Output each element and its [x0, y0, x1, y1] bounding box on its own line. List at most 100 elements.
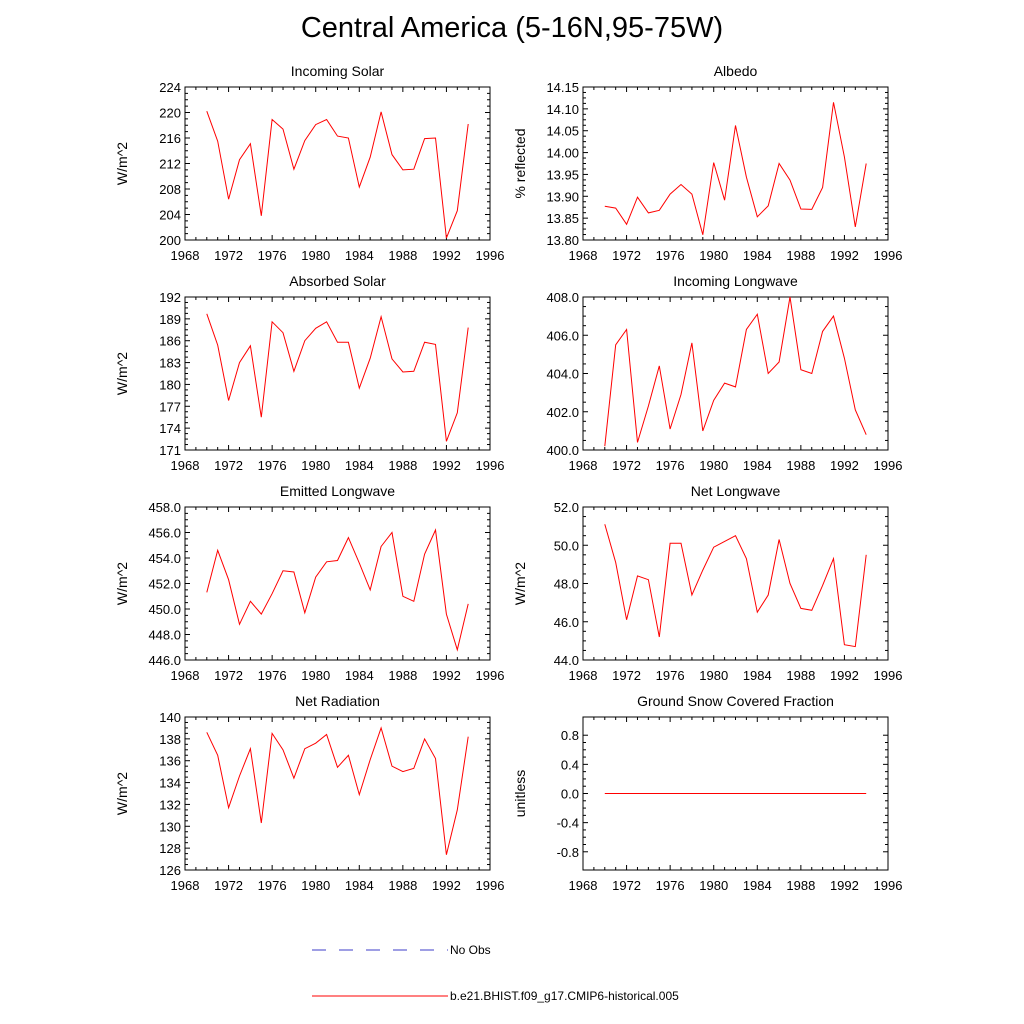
x-tick-label: 1992	[432, 248, 461, 263]
x-tick-label: 1980	[301, 248, 330, 263]
x-tick-label: 1980	[699, 878, 728, 893]
y-tick-label: 404.0	[546, 367, 579, 382]
y-tick-label: 183	[159, 356, 181, 371]
x-tick-label: 1988	[786, 248, 815, 263]
y-tick-label: 458.0	[148, 500, 181, 515]
x-tick-label: 1968	[171, 878, 200, 893]
panel-absorbed-solar: Absorbed Solar W/m^2 1968 1972 1976 1980 1984 1…	[114, 273, 504, 473]
x-tick-label: 1980	[301, 668, 330, 683]
y-tick-label: -0.4	[557, 816, 579, 831]
x-tick-label: 1980	[699, 248, 728, 263]
panel-title: Absorbed Solar	[289, 273, 386, 289]
panel-title: Incoming Longwave	[673, 273, 798, 289]
x-tick-label: 1976	[656, 248, 685, 263]
y-tick-label: 408.0	[546, 290, 579, 305]
y-tick-label: 180	[159, 377, 181, 392]
y-tick-label: 450.0	[148, 602, 181, 617]
plot-frame	[184, 506, 491, 661]
y-tick-label: 0.8	[561, 728, 579, 743]
series-line-model	[604, 296, 867, 447]
y-tick-label: 138	[159, 732, 181, 747]
panel-incoming-longwave: Incoming Longwave 1968 1972 1976 1980 1984 198…	[546, 273, 902, 473]
panel-title: Net Longwave	[691, 483, 781, 499]
x-tick-label: 1996	[874, 878, 903, 893]
x-tick-label: 1984	[345, 248, 374, 263]
y-tick-label: 400.0	[546, 443, 579, 458]
x-tick-label: 1996	[476, 878, 505, 893]
x-tick-label: 1996	[874, 668, 903, 683]
panel-title: Albedo	[714, 63, 758, 79]
y-tick-label: 50.0	[554, 538, 579, 553]
x-tick-label: 1972	[612, 248, 641, 263]
series-line-model	[604, 102, 867, 235]
y-tick-label: 13.95	[546, 167, 579, 182]
y-tick-label: 13.85	[546, 211, 579, 226]
panel-albedo: Albedo % reflected 1968 1972 1976 1980 1984 198…	[512, 63, 902, 263]
panel-ground-snow-covered-fraction: Ground Snow Covered Fraction unitless 1968…	[512, 693, 902, 893]
series-line-model	[206, 313, 469, 442]
x-tick-label: 1984	[345, 878, 374, 893]
x-tick-label: 1988	[786, 878, 815, 893]
y-tick-label: 44.0	[554, 653, 579, 668]
x-tick-label: 1968	[569, 248, 598, 263]
y-tick-label: 402.0	[546, 405, 579, 420]
y-tick-label: 200	[159, 233, 181, 248]
x-tick-label: 1976	[656, 458, 685, 473]
y-tick-label: 0.4	[561, 757, 579, 772]
y-tick-label: 132	[159, 797, 181, 812]
y-tick-label: 204	[159, 208, 181, 223]
y-axis-label: W/m^2	[114, 562, 130, 605]
x-tick-label: 1988	[786, 668, 815, 683]
x-tick-label: 1984	[743, 248, 772, 263]
y-tick-label: 52.0	[554, 500, 579, 515]
x-tick-label: 1968	[569, 878, 598, 893]
legend-model-label: b.e21.BHIST.f09_g17.CMIP6-historical.005	[450, 989, 679, 1003]
y-tick-label: 14.00	[546, 146, 579, 161]
legend: No Obs b.e21.BHIST.f09_g17.CMIP6-histori…	[312, 943, 679, 1003]
x-tick-label: 1996	[874, 458, 903, 473]
x-tick-label: 1968	[171, 668, 200, 683]
y-tick-label: 128	[159, 841, 181, 856]
y-tick-label: 216	[159, 131, 181, 146]
y-tick-label: 452.0	[148, 577, 181, 592]
y-tick-label: 14.15	[546, 80, 579, 95]
y-tick-label: 212	[159, 157, 181, 172]
x-tick-label: 1976	[656, 668, 685, 683]
x-tick-label: 1988	[388, 248, 417, 263]
y-axis-label: unitless	[512, 770, 528, 817]
x-tick-label: 1992	[432, 458, 461, 473]
x-tick-label: 1972	[612, 878, 641, 893]
y-tick-label: 224	[159, 80, 181, 95]
x-tick-label: 1988	[388, 458, 417, 473]
y-tick-label: 13.90	[546, 189, 579, 204]
x-tick-label: 1992	[432, 878, 461, 893]
x-tick-label: 1992	[830, 878, 859, 893]
x-tick-label: 1980	[699, 668, 728, 683]
y-tick-label: 46.0	[554, 615, 579, 630]
x-tick-label: 1972	[214, 458, 243, 473]
x-tick-label: 1972	[214, 878, 243, 893]
legend-obs-label: No Obs	[450, 943, 491, 957]
y-tick-label: 208	[159, 182, 181, 197]
x-tick-label: 1992	[432, 668, 461, 683]
y-tick-label: 448.0	[148, 628, 181, 643]
y-tick-label: 456.0	[148, 526, 181, 541]
plot-frame	[582, 506, 889, 661]
y-tick-label: 454.0	[148, 551, 181, 566]
y-tick-label: -0.8	[557, 845, 579, 860]
y-tick-label: 446.0	[148, 653, 181, 668]
x-tick-label: 1972	[214, 248, 243, 263]
panel-net-longwave: Net Longwave W/m^2 1968 1972 1976 1980 1984 198…	[512, 483, 902, 683]
x-tick-label: 1972	[214, 668, 243, 683]
y-tick-label: 13.80	[546, 233, 579, 248]
y-tick-label: 171	[159, 443, 181, 458]
panel-title: Ground Snow Covered Fraction	[637, 693, 834, 709]
panel-emitted-longwave: Emitted Longwave W/m^2 1968 1972 1976 1980 198…	[114, 483, 504, 683]
plot-frame	[582, 296, 889, 451]
panel-title: Net Radiation	[295, 693, 380, 709]
y-tick-label: 134	[159, 776, 181, 791]
x-tick-label: 1984	[345, 458, 374, 473]
x-tick-label: 1980	[301, 878, 330, 893]
x-tick-label: 1976	[258, 458, 287, 473]
